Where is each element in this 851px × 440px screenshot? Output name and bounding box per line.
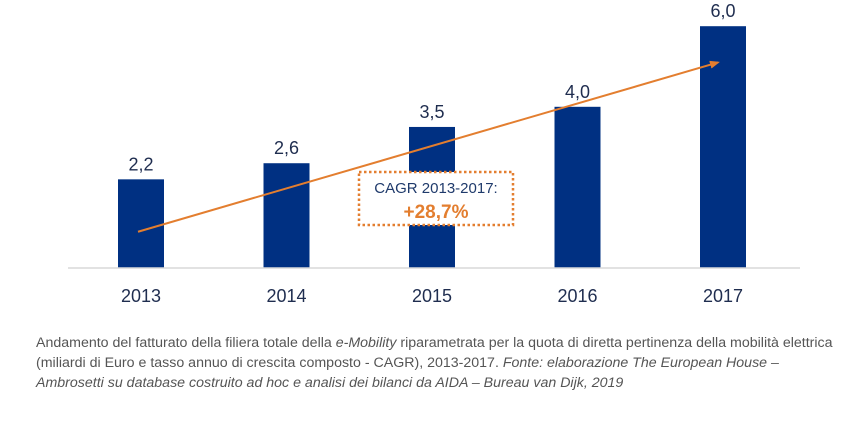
x-tick-label-2015: 2015 — [412, 286, 452, 306]
figure-caption: Andamento del fatturato della filiera to… — [36, 333, 836, 393]
x-tick-label-2016: 2016 — [557, 286, 597, 306]
labels-layer: 2,2 2013 2,6 2014 3,5 2015 4,0 2016 6,0 2017 — [121, 1, 743, 306]
cagr-annotation-label: CAGR 2013-2017: — [374, 180, 497, 197]
x-tick-label-2017: 2017 — [703, 286, 743, 306]
bar-2017 — [700, 26, 746, 269]
caption-text-2: riparametrata per la quota di diretta pe… — [36, 335, 833, 371]
x-tick-label-2014: 2014 — [266, 286, 306, 306]
x-tick-label-2013: 2013 — [121, 286, 161, 306]
bar-chart: 2,2 2013 2,6 2014 3,5 2015 4,0 2016 6,0 2017 CAGR… — [68, 1, 800, 306]
bars-layer — [118, 26, 746, 269]
bar-2014 — [263, 163, 310, 268]
value-label-2016: 4,0 — [565, 82, 590, 102]
bar-2016 — [554, 106, 601, 268]
caption-source: Fonte: elaborazione The European House –… — [36, 355, 779, 391]
value-label-2014: 2,6 — [274, 138, 299, 158]
cagr-annotation: CAGR 2013-2017: +28,7% — [357, 170, 515, 227]
caption-text-1: Andamento del fatturato della filiera to… — [36, 335, 336, 351]
value-label-2017: 6,0 — [710, 1, 735, 21]
value-label-2013: 2,2 — [128, 154, 153, 174]
cagr-annotation-box — [357, 170, 515, 227]
trend-layer — [137, 60, 720, 233]
trend-arrow — [137, 60, 720, 233]
bar-2013 — [118, 179, 164, 268]
caption-emobility: e-Mobility — [335, 335, 397, 351]
value-label-2015: 3,5 — [419, 102, 444, 122]
cagr-annotation-value: +28,7% — [404, 202, 469, 223]
